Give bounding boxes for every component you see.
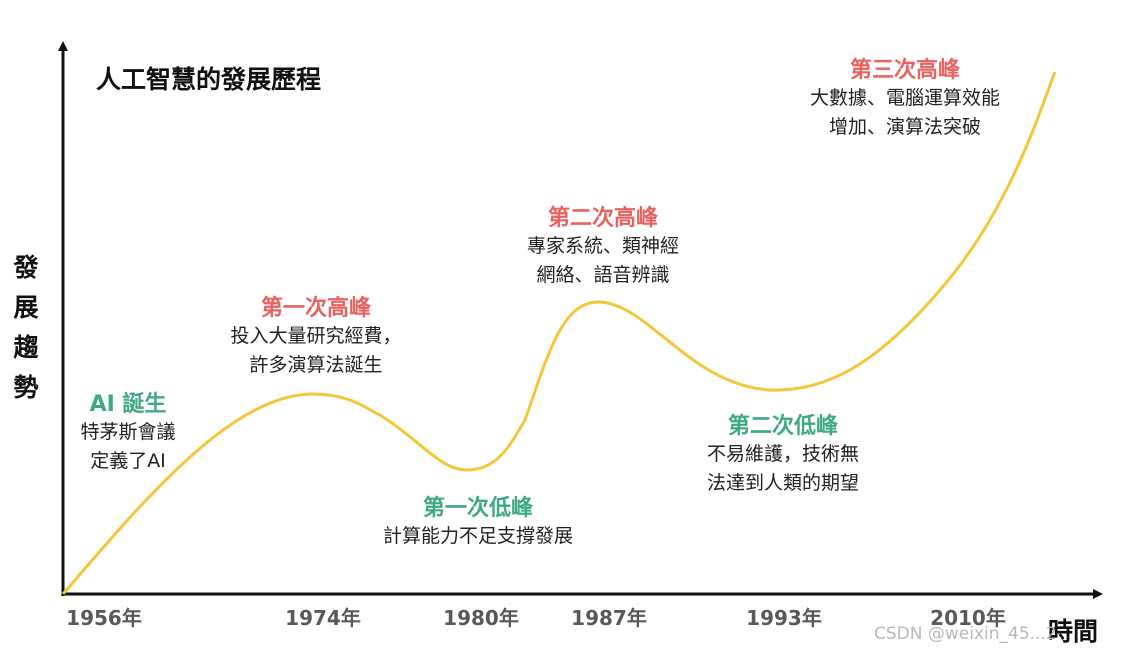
annotation-desc: 不易維護，技術無 法達到人類的期望: [668, 440, 898, 498]
annotation-title: 第二次低峰: [727, 414, 838, 439]
x-axis-label: 時間: [1048, 617, 1099, 646]
x-tick-label: 1980年: [443, 606, 519, 630]
annotation-title: 第一次高峰: [260, 296, 371, 321]
x-tick-label: 1956年: [66, 606, 142, 630]
desc-line: 定義了AI: [90, 450, 166, 472]
desc-line: 網絡、語音辨識: [536, 264, 670, 286]
diagram-title: 人工智慧的發展歷程: [96, 65, 322, 94]
annotation-desc: 投入大量研究經費， 許多演算法誕生: [196, 322, 436, 380]
desc-line: 專家系統、類神經: [526, 235, 679, 257]
annotation-ai-birth: AI 誕生 特茅斯會議 定義了AI: [48, 386, 208, 476]
desc-line: 投入大量研究經費，: [230, 325, 402, 347]
x-tick-label: 2010年: [930, 606, 1006, 630]
annotation-second-trough: 第二次低峰 不易維護，技術無 法達到人類的期望: [668, 408, 898, 498]
y-axis-label-char: 趨: [13, 333, 39, 362]
y-axis-label-char: 勢: [13, 373, 39, 402]
desc-line: 增加、演算法突破: [828, 116, 981, 138]
x-tick-label: 1987年: [571, 606, 647, 630]
x-tick-label: 1974年: [285, 606, 361, 630]
desc-line: 大數據、電腦運算效能: [809, 87, 1000, 109]
annotation-desc: 計算能力不足支撐發展: [348, 522, 608, 551]
annotation-third-peak: 第三次高峰 大數據、電腦運算效能 增加、演算法突破: [770, 52, 1040, 142]
annotation-desc: 專家系統、類神經 網絡、語音辨識: [488, 232, 718, 290]
annotation-first-peak: 第一次高峰 投入大量研究經費， 許多演算法誕生: [196, 290, 436, 380]
annotation-first-trough: 第一次低峰 計算能力不足支撐發展: [348, 490, 608, 551]
x-tick-label: 1993年: [746, 606, 822, 630]
desc-line: 計算能力不足支撐發展: [382, 525, 573, 547]
annotation-title: 第一次低峰: [422, 496, 533, 521]
annotation-desc: 特茅斯會議 定義了AI: [48, 418, 208, 476]
annotation-second-peak: 第二次高峰 專家系統、類神經 網絡、語音辨識: [488, 200, 718, 290]
annotation-title: 第三次高峰: [849, 58, 960, 83]
annotation-title: AI 誕生: [89, 392, 167, 417]
annotation-title: 第二次高峰: [547, 206, 658, 231]
trend-curve: [61, 71, 1057, 595]
desc-line: 不易維護，技術無: [706, 443, 859, 465]
desc-line: 特茅斯會議: [80, 421, 176, 443]
y-axis-label: 發 展 趨 勢: [8, 248, 44, 408]
y-axis-label-char: 發: [13, 253, 39, 282]
y-axis-label-char: 展: [13, 293, 39, 322]
desc-line: 許多演算法誕生: [249, 354, 383, 376]
desc-line: 法達到人類的期望: [706, 472, 859, 494]
watermark: CSDN @weixin_45...2: [874, 624, 1057, 644]
annotation-desc: 大數據、電腦運算效能 增加、演算法突破: [770, 84, 1040, 142]
